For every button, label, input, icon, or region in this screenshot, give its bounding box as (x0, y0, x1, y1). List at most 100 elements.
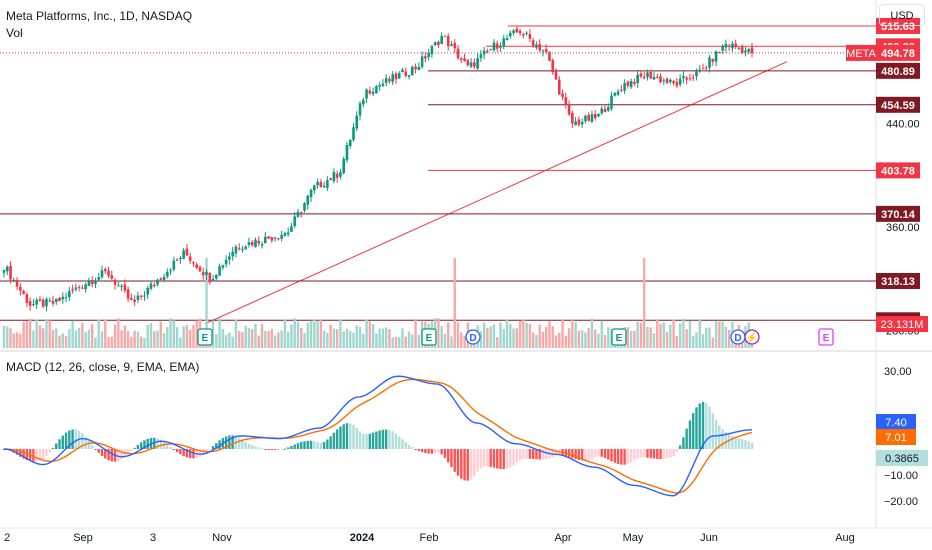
macd-histogram-bar (620, 449, 623, 465)
volume-bar (166, 327, 169, 348)
volume-bar (652, 333, 656, 348)
volume-bar (705, 327, 708, 348)
volume-bar (496, 337, 499, 348)
macd-histogram-bar (505, 449, 509, 469)
macd-histogram-bar (512, 449, 515, 466)
volume-bar (355, 325, 358, 348)
volume-bar (371, 324, 375, 348)
candle-body (567, 104, 571, 115)
candle-body (335, 173, 339, 178)
candle-body (659, 76, 662, 83)
time-label: Apr (554, 532, 571, 544)
macd-histogram-bar (613, 449, 617, 463)
candle-body (247, 242, 251, 245)
macd-histogram-bar (466, 449, 470, 481)
macd-histogram-bar (469, 449, 473, 480)
volume-bar (293, 318, 296, 348)
macd-histogram-bar (678, 445, 682, 449)
macd-histogram-bar (81, 433, 84, 449)
candle-body (90, 279, 94, 285)
candle-body (522, 33, 525, 36)
volume-bar (15, 332, 19, 348)
volume-bar (48, 320, 51, 348)
macd-histogram-bar (322, 442, 326, 449)
level-label-bg (876, 162, 920, 179)
volume-bar (205, 258, 208, 348)
candle-body (610, 95, 613, 109)
macd-histogram-bar (518, 449, 522, 461)
candle-body (544, 49, 548, 53)
volume-bar (326, 332, 329, 348)
split-marker (744, 329, 760, 345)
volume-bar (156, 330, 159, 348)
volume-bar (309, 321, 313, 348)
candle-body (139, 295, 143, 297)
macd-histogram-bar (447, 449, 450, 463)
volume-bar (277, 332, 280, 348)
volume-bar (322, 330, 326, 348)
macd-histogram-bar (185, 449, 189, 458)
volume-bar (482, 322, 486, 348)
volume-bar (411, 334, 414, 348)
volume-bar (548, 321, 551, 348)
macd-histogram-bar (143, 440, 146, 449)
candle-body (156, 279, 159, 285)
macd-histogram-bar (313, 441, 316, 449)
time-label: Aug (835, 532, 855, 544)
candle-body (492, 42, 496, 51)
macd-histogram-bar (381, 429, 385, 449)
macd-histogram-bar (277, 449, 280, 450)
volume-bar (172, 320, 176, 348)
candle-body (332, 172, 336, 182)
candle-body (655, 76, 659, 78)
macd-histogram-bar (600, 449, 603, 457)
candle-body (420, 56, 424, 67)
current-price-bg (876, 44, 920, 61)
volume-bar (335, 329, 339, 348)
candle-body (574, 121, 577, 126)
candle-body (721, 46, 724, 51)
signal-value-bg (876, 429, 916, 445)
macd-histogram-bar (737, 438, 741, 449)
macd-histogram-bar (175, 449, 179, 453)
candle-body (750, 47, 754, 53)
candle-body (473, 62, 476, 67)
volume-bar (362, 333, 365, 348)
macd-histogram-bar (198, 449, 202, 457)
currency-button[interactable]: USD (879, 4, 925, 26)
candle-body (646, 72, 649, 78)
candle-body (698, 69, 702, 71)
candle-body (264, 236, 267, 244)
candle-body (561, 93, 564, 98)
macd-histogram-bar (64, 432, 68, 449)
candle-body (600, 108, 604, 114)
macd-histogram-bar (420, 449, 424, 453)
volume-bar (486, 327, 489, 348)
candle-body (51, 300, 55, 304)
volume-bar (554, 335, 558, 348)
candle-body (267, 236, 270, 239)
macd-histogram-bar (368, 433, 372, 449)
macd-histogram-bar (15, 449, 19, 455)
macd-histogram-bar (580, 449, 584, 461)
volume-bar (368, 321, 372, 348)
volume-bar (136, 331, 140, 348)
volume-bar (110, 336, 113, 348)
macd-histogram-bar (309, 440, 313, 449)
volume-bar (104, 319, 107, 348)
candle-body (365, 89, 368, 99)
volume-bar (580, 330, 584, 348)
macd-histogram-bar (107, 449, 110, 461)
volume-bar (175, 327, 179, 348)
candle-body (652, 76, 656, 80)
candle-body (378, 85, 381, 87)
volume-bar (107, 336, 110, 348)
candle-body (244, 246, 248, 250)
volume-bar (231, 336, 234, 348)
macd-histogram-bar (126, 449, 130, 455)
candle-body (143, 295, 146, 297)
volume-bar (139, 336, 143, 348)
candle-body (41, 299, 45, 307)
candle-body (463, 58, 466, 61)
